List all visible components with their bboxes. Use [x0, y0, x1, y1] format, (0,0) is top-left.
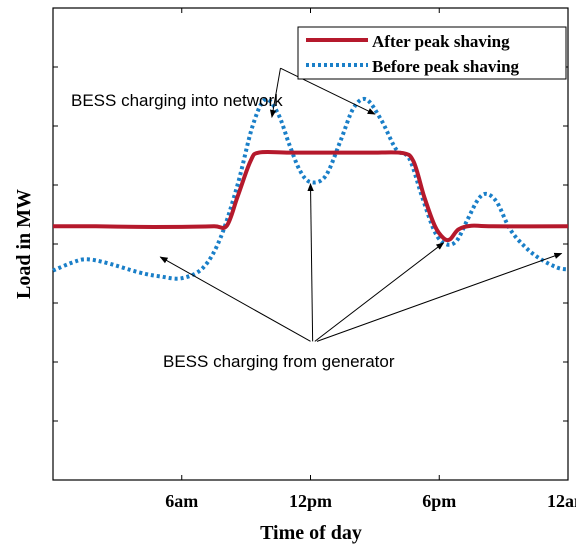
series-layer — [52, 96, 569, 281]
x-tick-label: 12pm — [289, 491, 332, 511]
annotation-charging-into-network: BESS charging into network — [71, 91, 283, 110]
x-tick-label: 12am — [547, 491, 576, 511]
x-axis-title: Time of day — [260, 522, 362, 544]
legend: After peak shaving Before peak shaving — [297, 26, 567, 80]
arrow-charging-from-generator — [159, 256, 311, 342]
arrow-charging-from-generator — [316, 252, 563, 342]
y-axis-ticks — [53, 66, 568, 422]
legend-label-after: After peak shaving — [372, 32, 510, 51]
arrow-charging-into-network — [269, 68, 281, 118]
annotation-arrows — [159, 67, 563, 342]
arrow-charging-into-network — [280, 67, 376, 115]
x-tick-label: 6am — [165, 491, 198, 511]
legend-label-before: Before peak shaving — [372, 57, 520, 76]
series-line-before-peak-shaving — [52, 96, 569, 281]
x-axis-ticks: 6am 12pm 6pm 12am — [165, 8, 576, 511]
x-tick-label: 6pm — [422, 491, 456, 511]
arrow-charging-from-generator — [307, 183, 314, 342]
y-axis-title: Load in MW — [13, 189, 35, 299]
legend-box — [297, 26, 567, 80]
arrow-charging-from-generator — [314, 242, 445, 342]
annotation-charging-from-generator: BESS charging from generator — [163, 352, 395, 371]
series-line-after-peak-shaving — [52, 149, 569, 243]
